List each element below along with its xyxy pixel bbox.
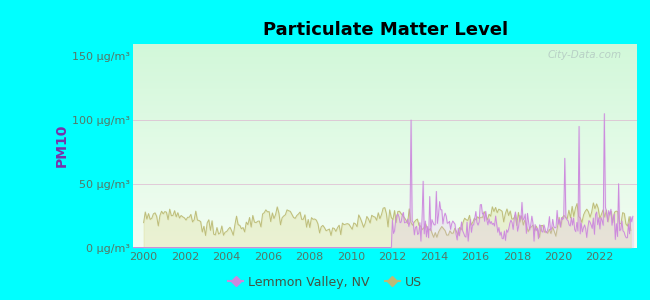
Y-axis label: PM10: PM10	[55, 124, 68, 167]
Legend: Lemmon Valley, NV, US: Lemmon Valley, NV, US	[223, 271, 427, 294]
Text: City-Data.com: City-Data.com	[548, 50, 622, 60]
Title: Particulate Matter Level: Particulate Matter Level	[263, 21, 508, 39]
